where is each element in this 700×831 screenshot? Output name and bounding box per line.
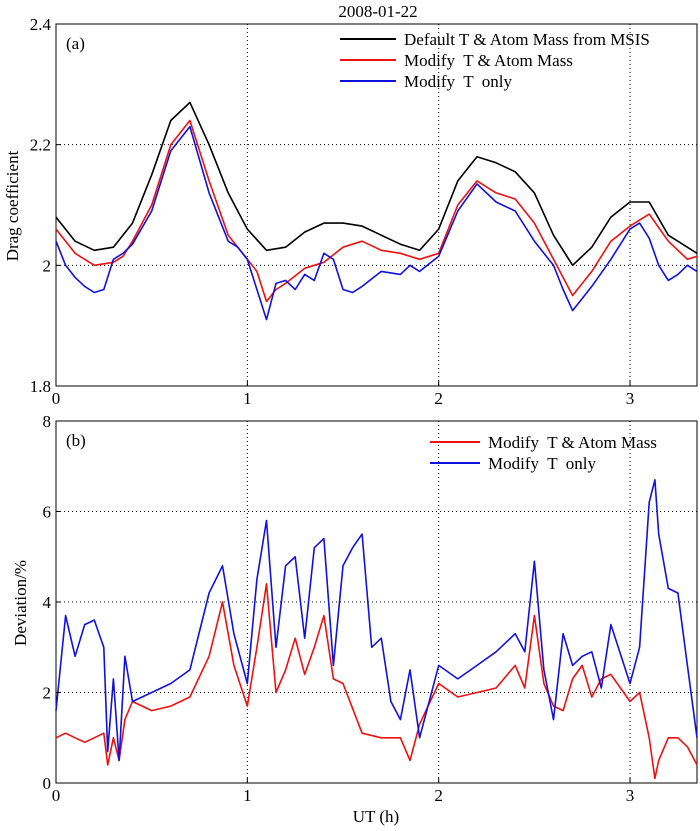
series-line-2: [55, 119, 698, 303]
y-tick-label: 0: [43, 774, 52, 793]
legend-label-2: Modify T & Atom Mass: [404, 51, 573, 70]
panel-a: 0 1 2 3 1.8 2 2.2 2.4 (a) Drag coefficient Defa…: [3, 15, 698, 408]
axes-box-a: [55, 23, 698, 387]
legend-a: Default T & Atom Mass from MSIS Modify T …: [340, 30, 650, 91]
tick-labels-a: 0 1 2 3 1.8 2 2.2 2.4: [30, 15, 635, 408]
plot-lines-a: [55, 101, 698, 321]
x-tick-label: 3: [626, 786, 635, 805]
y-tick-label: 4: [43, 593, 52, 612]
panel-label-b: (b): [66, 431, 86, 450]
legend-label-1: Modify T & Atom Mass: [488, 433, 657, 452]
panel-label-a: (a): [66, 34, 85, 53]
y-tick-label: 8: [43, 412, 52, 431]
y-tick-label: 2.4: [30, 15, 52, 34]
figure-title: 2008-01-22: [338, 2, 417, 21]
legend-label-1: Default T & Atom Mass from MSIS: [404, 30, 650, 49]
x-tick-label: 3: [626, 389, 635, 408]
x-tick-label: 1: [243, 389, 252, 408]
legend-b: Modify T & Atom Mass Modify T only: [430, 433, 657, 473]
series-line-3: [55, 125, 698, 321]
series-line-1: [55, 101, 698, 267]
grid-a: [56, 24, 697, 386]
legend-label-3: Modify T only: [404, 72, 512, 91]
tick-labels-b: 0 1 2 3 0 2 4 6 8: [43, 412, 635, 805]
x-tick-label: 1: [243, 786, 252, 805]
y-tick-label: 2.2: [30, 136, 51, 155]
series-line-1: [55, 583, 698, 780]
y-tick-label: 2: [43, 684, 52, 703]
y-axis-label-a: Drag coefficient: [3, 150, 22, 261]
x-tick-label: 2: [434, 786, 443, 805]
panel-b: 0 1 2 3 0 2 4 6 8 (b) Deviation/% UT (h) Modify …: [11, 412, 698, 826]
x-tick-label: 0: [52, 389, 61, 408]
y-tick-label: 1.8: [30, 377, 51, 396]
x-tick-label: 2: [434, 389, 443, 408]
y-tick-label: 2: [43, 256, 52, 275]
y-tick-label: 6: [43, 503, 52, 522]
x-axis-label-b: UT (h): [353, 807, 399, 826]
y-axis-label-b: Deviation/%: [11, 560, 30, 646]
legend-label-2: Modify T only: [488, 454, 596, 473]
x-tick-label: 0: [52, 786, 61, 805]
series-line-2: [55, 478, 698, 762]
plot-lines-b: [55, 478, 698, 780]
grid-b: [56, 421, 697, 783]
